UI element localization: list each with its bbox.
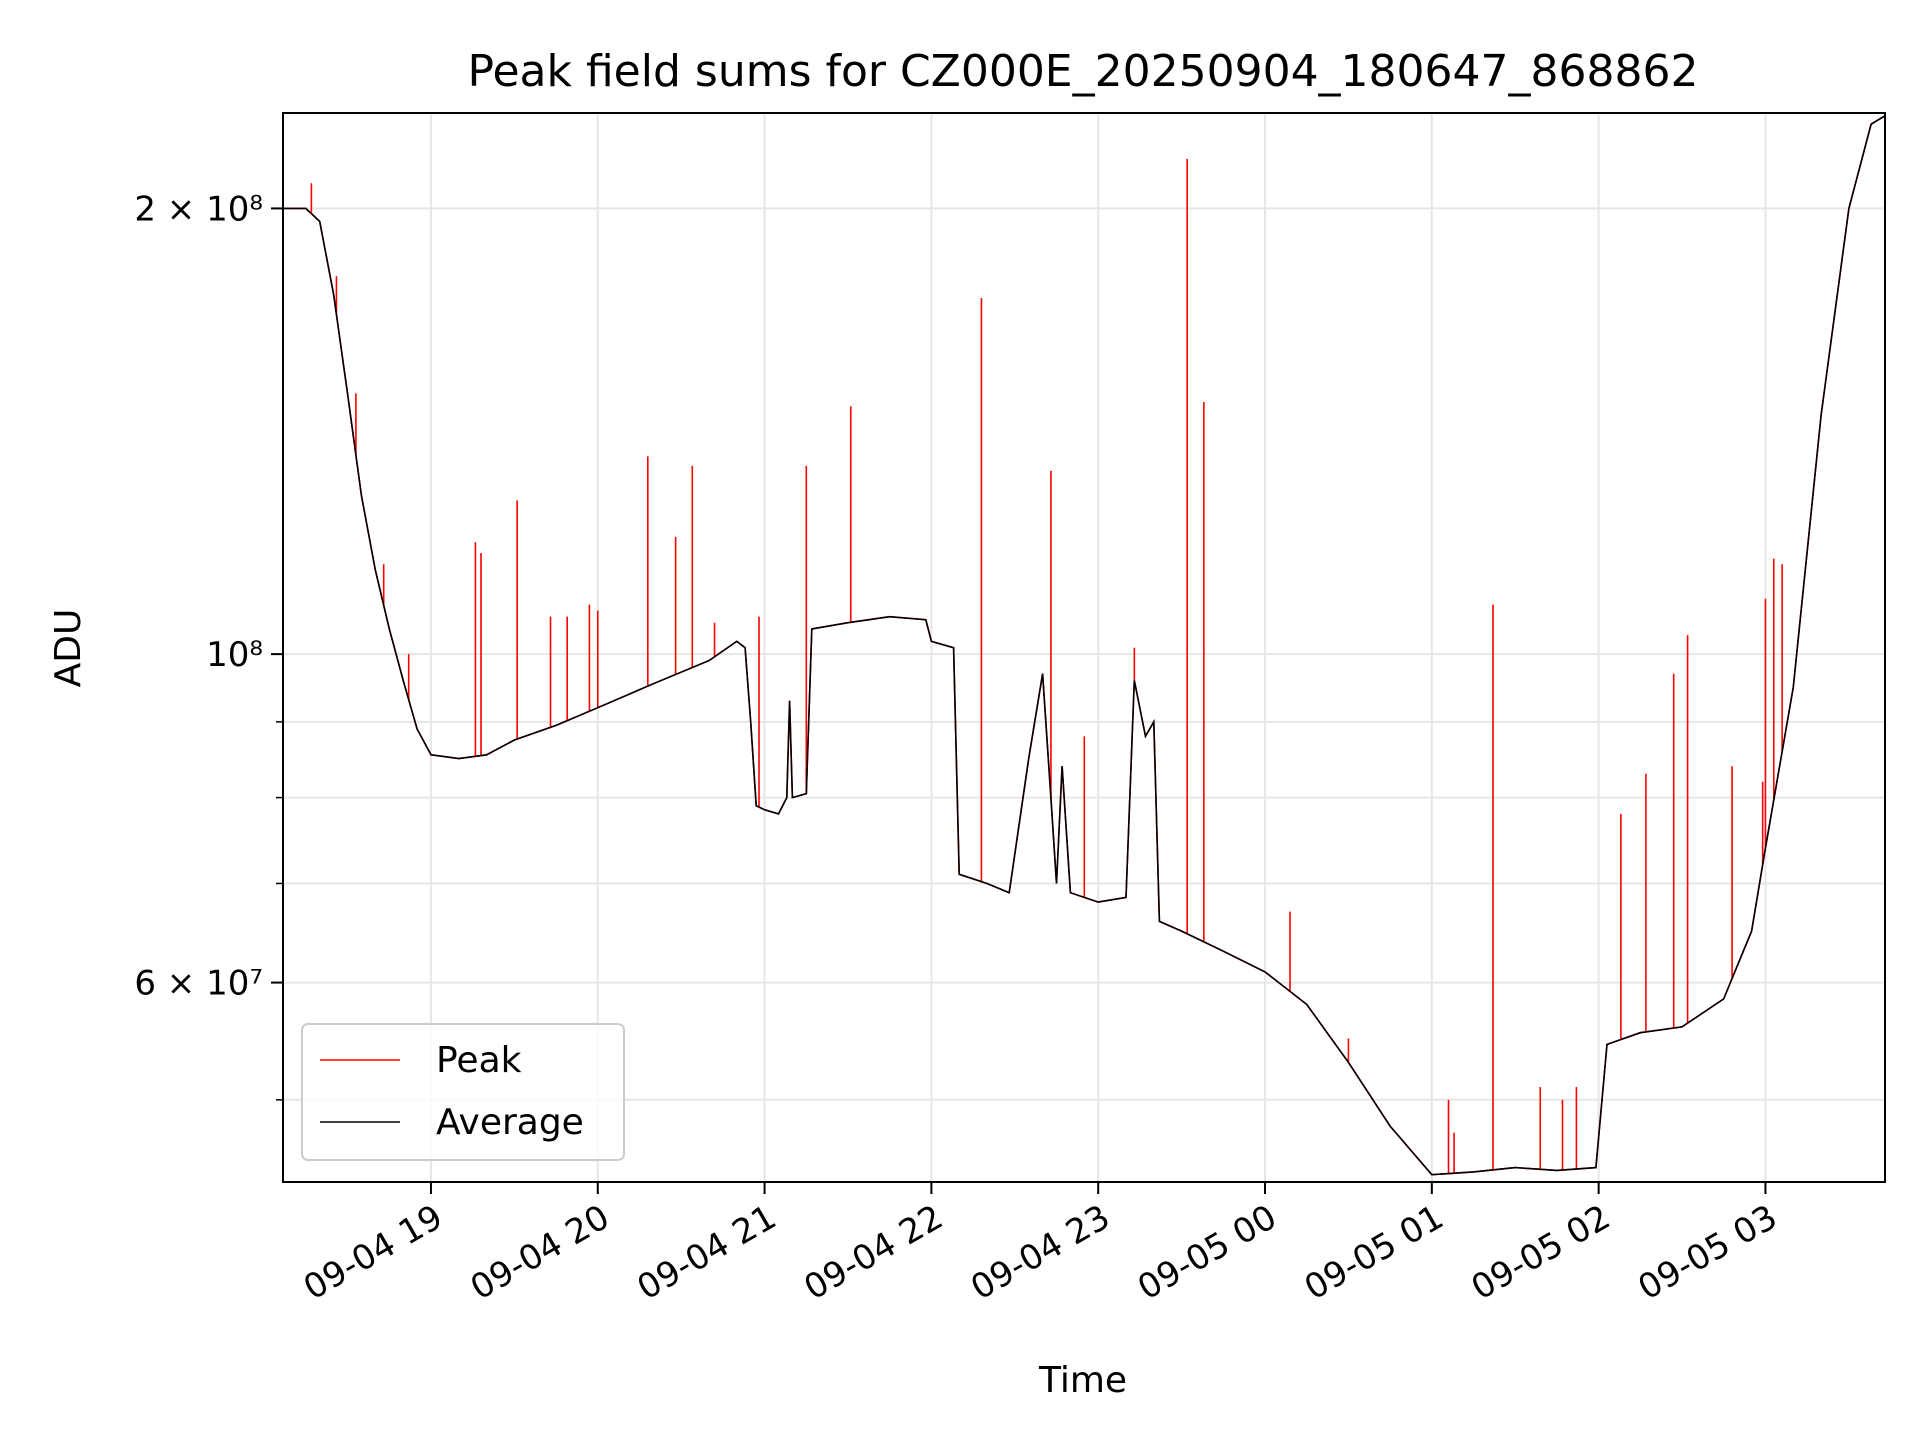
x-tick-label: 09-05 02: [1465, 1197, 1617, 1308]
series-line-peak: [283, 115, 1885, 1176]
x-tick-label: 09-05 03: [1632, 1197, 1784, 1308]
x-tick-label: 09-04 20: [464, 1197, 616, 1308]
y-tick-label: 6 × 10⁷: [134, 964, 263, 1004]
x-tick-label: 09-04 21: [631, 1197, 783, 1308]
legend-label-peak: Peak: [436, 1040, 522, 1081]
series-line-average: [283, 115, 1885, 1176]
grid: [283, 113, 1885, 1182]
x-axis: 09-04 19 09-04 20 09-04 21 09-04 22 09-04 23…: [297, 1182, 1784, 1308]
chart-title: Peak field sums for CZ000E_20250904_1806…: [468, 46, 1699, 97]
plot-frame: [282, 112, 1886, 1183]
x-tick-label: 09-05 00: [1131, 1197, 1283, 1308]
y-tick-label: 10⁸: [206, 635, 263, 675]
x-tick-label: 09-04 22: [797, 1197, 949, 1308]
y-tick-label: 2 × 10⁸: [134, 189, 263, 229]
y-axis-label: ADU: [48, 609, 89, 688]
legend-box: [301, 1023, 625, 1161]
plot-area: [283, 115, 1885, 1176]
x-tick-label: 09-04 19: [297, 1197, 449, 1308]
legend-label-average: Average: [436, 1102, 584, 1143]
legend: Peak Average: [301, 1023, 625, 1161]
x-tick-label: 09-05 01: [1298, 1197, 1450, 1308]
x-axis-label: Time: [1038, 1360, 1127, 1401]
y-axis: 2 × 10⁸ 10⁸ 6 × 10⁷: [134, 189, 283, 1101]
x-tick-label: 09-04 23: [964, 1197, 1116, 1308]
